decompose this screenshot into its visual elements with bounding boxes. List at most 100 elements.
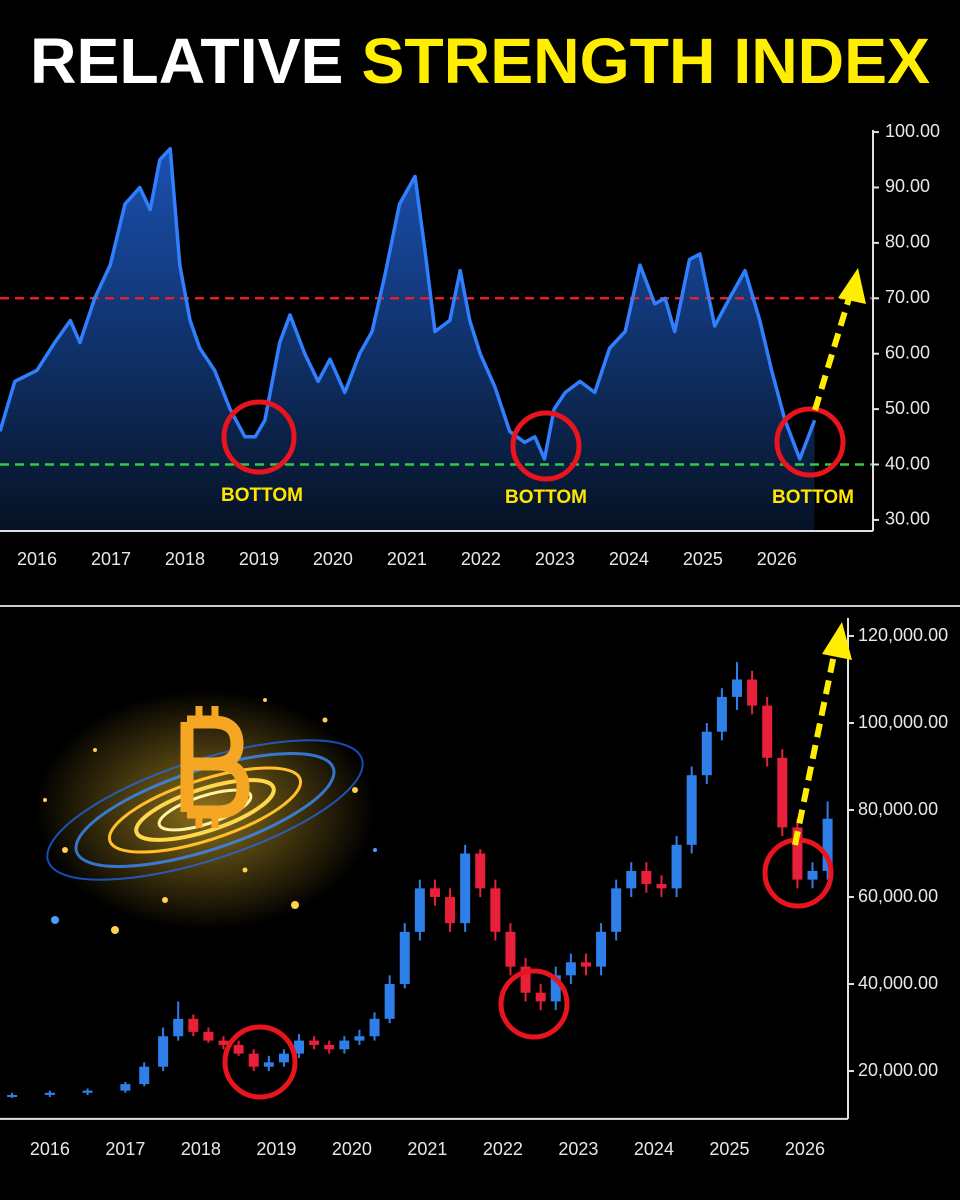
arrow-head [838, 268, 866, 304]
candle-body [158, 1036, 169, 1067]
candle-body [520, 966, 531, 993]
candle-body [445, 897, 456, 924]
candle-body [626, 870, 637, 889]
bitcoin-symbol [180, 706, 250, 828]
y-tick-label: 100.00 [885, 121, 940, 141]
rsi-area [0, 148, 815, 531]
candle-body [233, 1044, 244, 1054]
candle-body [535, 992, 546, 1002]
candle-body [792, 827, 803, 880]
x-tick-label: 2016 [17, 549, 57, 569]
x-tick-label: 2019 [239, 549, 279, 569]
candle-body [120, 1084, 131, 1091]
y-tick-label: 60,000.00 [858, 886, 938, 906]
candle-body [7, 1094, 18, 1097]
y-tick-label: 60.00 [885, 342, 930, 362]
title-part: RELATIVE [30, 25, 343, 97]
candle-body [44, 1092, 55, 1095]
x-tick-label: 2020 [332, 1139, 372, 1159]
x-tick-label: 2022 [483, 1139, 523, 1159]
rsi-line [0, 146, 817, 461]
candle-body [580, 962, 591, 967]
y-tick-label: 30.00 [885, 509, 930, 529]
candle-body [429, 888, 440, 898]
candle-body [354, 1036, 365, 1041]
candle-body [762, 705, 773, 758]
y-tick-label: 120,000.00 [858, 625, 948, 645]
circle [498, 968, 570, 1040]
x-tick-label: 2020 [313, 549, 353, 569]
y-tick-label: 100,000.00 [858, 712, 948, 732]
candle-body [82, 1090, 93, 1093]
candle-body [278, 1053, 289, 1063]
title-part: STRENGTH INDEX [362, 25, 931, 97]
candle-body [384, 984, 395, 1019]
x-tick-label: 2023 [558, 1139, 598, 1159]
candle-body [641, 870, 652, 884]
candle-body [505, 931, 516, 967]
x-tick-label: 2017 [91, 549, 131, 569]
x-tick-label: 2026 [785, 1139, 825, 1159]
candle-body [656, 883, 667, 889]
candle-body [139, 1066, 150, 1085]
candle-body [294, 1040, 305, 1054]
x-tick-label: 2017 [105, 1139, 145, 1159]
circle [774, 406, 846, 478]
candle-body [686, 775, 697, 845]
candle-body [822, 818, 833, 871]
candle-body [369, 1018, 380, 1037]
candle-body [309, 1040, 320, 1045]
candle-body [777, 757, 788, 828]
arrow-shaft [812, 294, 853, 411]
candle-body [550, 975, 561, 1002]
y-tick-label: 90.00 [885, 176, 930, 196]
candle-body [671, 844, 682, 889]
x-tick-label: 2019 [256, 1139, 296, 1159]
candle-body [701, 731, 712, 776]
candle-body [188, 1018, 199, 1032]
y-tick-label: 50.00 [885, 398, 930, 418]
annotation: BOTTOM [505, 487, 587, 508]
candle-body [475, 853, 486, 889]
x-tick-label: 2026 [757, 549, 797, 569]
arrow-head [822, 622, 852, 660]
candle-body [414, 888, 425, 932]
circle [221, 399, 297, 475]
y-tick-label: 20,000.00 [858, 1060, 938, 1080]
candle-body [218, 1040, 229, 1045]
candle-body [596, 931, 607, 967]
arrow-shaft [792, 649, 838, 846]
annotation: BOTTOM [772, 487, 854, 508]
candle-body [611, 888, 622, 932]
x-tick-label: 2021 [387, 549, 427, 569]
x-tick-label: 2023 [535, 549, 575, 569]
x-tick-label: 2025 [709, 1139, 749, 1159]
y-tick-label: 80.00 [885, 232, 930, 252]
candle-body [565, 962, 576, 976]
x-tick-label: 2024 [634, 1139, 674, 1159]
y-tick-label: 40,000.00 [858, 973, 938, 993]
price-chart: 20,000.00 40,000.00 60,000.00 80,000.00 100,… [0, 618, 948, 1159]
stars [43, 698, 377, 934]
candle-body [339, 1040, 350, 1050]
candle-body [460, 853, 471, 924]
annotation: BOTTOM [221, 485, 303, 506]
rsi-chart: 30.00 40.00 50.00 60.00 70.00 80.00 90.00 100.0… [0, 121, 940, 569]
x-tick-label: 2018 [165, 549, 205, 569]
title: RELATIVE STRENGTH INDEX [30, 25, 930, 97]
x-tick-label: 2021 [407, 1139, 447, 1159]
x-tick-label: 2018 [181, 1139, 221, 1159]
y-tick-label: 40.00 [885, 453, 930, 473]
candle-body [263, 1062, 274, 1067]
candle-body [248, 1053, 259, 1067]
x-tick-label: 2025 [683, 549, 723, 569]
candle-body [490, 888, 501, 932]
candle-body [716, 696, 727, 732]
x-tick-label: 2016 [30, 1139, 70, 1159]
arrow [792, 294, 853, 846]
candle-body [731, 679, 742, 697]
bitcoin-graphic [35, 690, 377, 934]
highlight-circles [221, 399, 846, 1100]
